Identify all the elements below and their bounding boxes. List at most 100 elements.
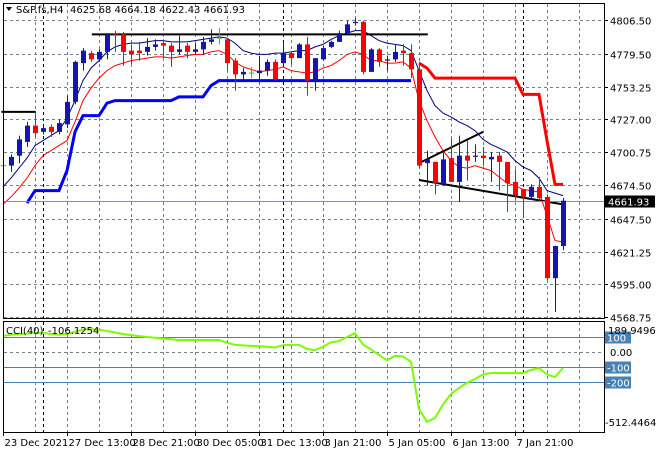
candle-body	[161, 43, 166, 46]
price-tick-label: 4727.00	[610, 116, 651, 127]
candle-body	[385, 59, 390, 61]
candle-body	[89, 53, 94, 60]
candle-body	[41, 128, 46, 132]
axes: 4806.50 4779.50 4753.25 4727.00 4700.75 4674.…	[3, 17, 656, 449]
price-tick-label: 4568.75	[610, 314, 651, 325]
candle-body	[145, 46, 150, 52]
ma-fast-line	[2, 50, 564, 243]
support-step-line	[25, 79, 411, 204]
current-price-badge	[605, 195, 655, 208]
candle-body	[289, 53, 294, 59]
candle-body	[505, 161, 510, 184]
price-tick-label: 4753.25	[610, 84, 651, 95]
price-tick-label: 4700.75	[610, 149, 651, 160]
candle-body	[81, 50, 86, 64]
candle-body	[25, 125, 30, 142]
candle-body	[449, 158, 454, 182]
indicator-overlays	[1, 30, 604, 243]
time-tick-label: 28 Dec 21:00	[133, 438, 200, 449]
candle-body	[497, 155, 502, 162]
cci-value: -106.1254	[48, 326, 99, 337]
candle-body	[417, 69, 422, 166]
resistance-step-line	[418, 61, 563, 186]
candle-body	[225, 39, 230, 64]
candle-body	[185, 45, 190, 52]
candle-body	[9, 156, 14, 166]
symbol-label: S&P.fs,H4	[16, 5, 64, 16]
main-plot-frame	[3, 3, 605, 319]
cci-level-badge	[605, 331, 631, 344]
candle-body	[441, 159, 446, 185]
candle-body	[137, 50, 142, 54]
price-tick-label: 4806.50	[610, 17, 651, 28]
candles	[1, 18, 566, 312]
cci-min-label: -512.4464	[605, 418, 656, 429]
candle-body	[361, 21, 366, 72]
candle-body	[473, 155, 478, 157]
time-tick-label: 23 Dec 2021	[5, 438, 69, 449]
time-tick-label: 3 Jan 21:00	[325, 438, 382, 449]
cci-header: CCI(40) -106.1254	[6, 326, 99, 337]
candle-body	[401, 50, 406, 54]
candle-body	[489, 156, 494, 160]
candle-body	[425, 159, 430, 164]
price-tick-label: 4647.50	[610, 216, 651, 227]
cci-level-badge	[605, 361, 631, 374]
candle-body	[465, 155, 470, 161]
candle-body	[73, 61, 78, 102]
candle-body	[329, 41, 334, 47]
candle-body	[457, 155, 462, 182]
candle-body	[49, 126, 54, 132]
chart-header: S&P.fs,H4 4625.68 4664.18 4622.43 4661.9…	[6, 5, 245, 16]
candle-body	[369, 49, 374, 72]
cci-level-label: -200	[607, 379, 630, 390]
time-tick-label: 7 Jan 21:00	[517, 438, 574, 449]
cci-title: CCI(40)	[6, 326, 44, 337]
candle-body	[113, 34, 118, 36]
candle-body	[377, 49, 382, 62]
candle-body	[17, 139, 22, 156]
candle-body	[345, 24, 350, 34]
cci-level-label: -100	[607, 364, 630, 375]
candle-body	[65, 101, 70, 125]
candle-body	[257, 70, 262, 74]
cci-plot-frame	[3, 321, 605, 433]
candle-body	[121, 34, 126, 52]
triangle-down-icon[interactable]	[6, 7, 12, 11]
candle-body	[209, 39, 214, 42]
time-tick-label: 30 Dec 05:00	[197, 438, 264, 449]
price-tick-label: 4621.25	[610, 249, 651, 260]
cci-panel	[2, 328, 604, 424]
candle-body	[273, 61, 278, 80]
candle-body	[193, 49, 198, 52]
candle-body	[153, 44, 158, 47]
candle-body	[281, 53, 286, 64]
candle-body	[313, 58, 318, 81]
candle-body	[305, 44, 310, 81]
candle-body	[241, 71, 246, 75]
price-tick-label: 4779.50	[610, 51, 651, 62]
current-price-label: 4661.93	[608, 198, 649, 209]
candle-body	[201, 41, 206, 50]
candle-body	[105, 34, 110, 52]
time-tick-label: 5 Jan 05:00	[389, 438, 446, 449]
candle-body	[553, 246, 558, 279]
time-tick-label: 6 Jan 13:00	[453, 438, 510, 449]
candle-body	[337, 33, 342, 42]
candle-body	[433, 161, 438, 184]
time-tick-label: 27 Dec 13:00	[69, 438, 136, 449]
candle-body	[321, 48, 326, 60]
candle-body	[481, 155, 486, 159]
price-tick-label: 4595.00	[610, 281, 651, 292]
candle-body	[33, 125, 38, 134]
candle-body	[409, 53, 414, 70]
candle-body	[129, 50, 134, 55]
ohlc-label: 4625.68 4664.18 4622.43 4661.93	[70, 5, 245, 16]
candle-body	[57, 123, 62, 132]
candle-body	[353, 21, 358, 24]
candle-body	[297, 44, 302, 59]
candle-body	[97, 51, 102, 60]
candle-body	[561, 200, 566, 247]
candle-body	[265, 61, 270, 71]
